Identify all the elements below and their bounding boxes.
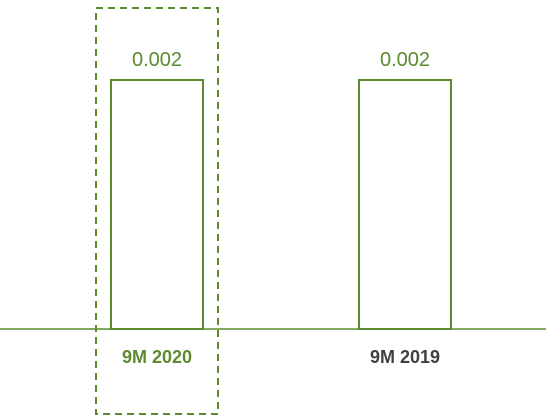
highlight-layer: [95, 7, 219, 415]
bars-layer: [110, 79, 452, 330]
category-label-9m-2020: 9M 2020: [122, 347, 192, 367]
labels-layer: 0.002 9M 2020 0.002 9M 2019: [122, 49, 440, 367]
data-label-9m-2020: 0.002: [132, 49, 182, 71]
bar-9m-2019: [358, 79, 452, 330]
bar-9m-2020: [110, 79, 204, 330]
category-label-9m-2019: 9M 2019: [370, 347, 440, 367]
highlight-box-9m-2020: [95, 7, 219, 415]
data-label-9m-2019: 0.002: [380, 49, 430, 71]
